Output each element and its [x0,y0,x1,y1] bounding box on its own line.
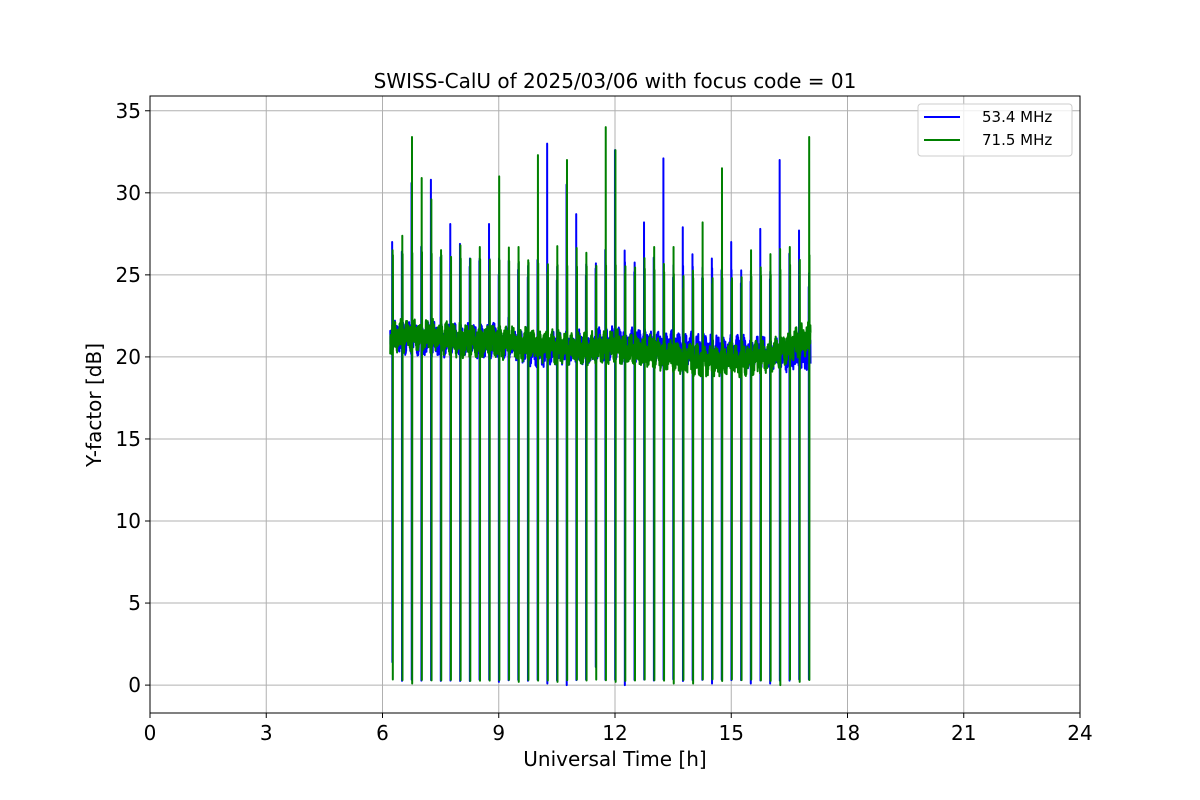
y-tick-label: 15 [116,427,141,451]
y-tick-label: 10 [116,509,141,533]
y-tick-label: 5 [128,591,141,615]
y-tick-label: 0 [128,673,141,697]
legend-label-71-5-mhz: 71.5 MHz [982,131,1052,149]
y-tick-label: 30 [116,181,141,205]
x-tick-label: 3 [260,721,273,745]
x-tick-label: 6 [376,721,389,745]
y-tick-label: 20 [116,345,141,369]
x-tick-label: 15 [719,721,744,745]
y-tick-label: 35 [116,99,141,123]
y-tick-label: 25 [116,263,141,287]
x-tick-label: 24 [1067,721,1092,745]
series-layer [389,126,812,687]
legend: 53.4 MHz 71.5 MHz [917,103,1073,157]
legend-label-53-4-mhz: 53.4 MHz [982,108,1052,126]
chart-title: SWISS-CalU of 2025/03/06 with focus code… [374,69,857,93]
x-tick-label: 12 [602,721,627,745]
series-line-71-5-mhz [389,126,812,687]
x-tick-label: 21 [951,721,976,745]
x-axis-label: Universal Time [h] [523,747,706,771]
x-tick-label: 9 [492,721,505,745]
y-axis-label: Y-factor [dB] [82,343,106,468]
x-tick-label: 0 [144,721,157,745]
x-tick-label: 18 [835,721,860,745]
ticks: 0 3 6 9 12 15 18 21 24 0 5 10 15 20 25 30 35 [116,99,1093,745]
plot-series-group [389,126,812,687]
